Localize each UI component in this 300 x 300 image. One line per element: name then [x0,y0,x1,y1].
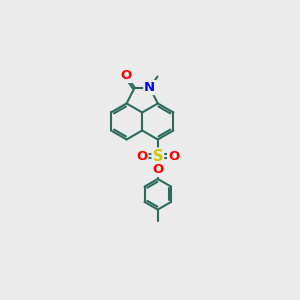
Text: O: O [121,69,132,82]
Text: S: S [153,148,163,164]
Text: O: O [136,150,148,163]
Text: N: N [144,81,155,94]
Text: O: O [168,150,179,163]
Text: O: O [152,163,164,176]
